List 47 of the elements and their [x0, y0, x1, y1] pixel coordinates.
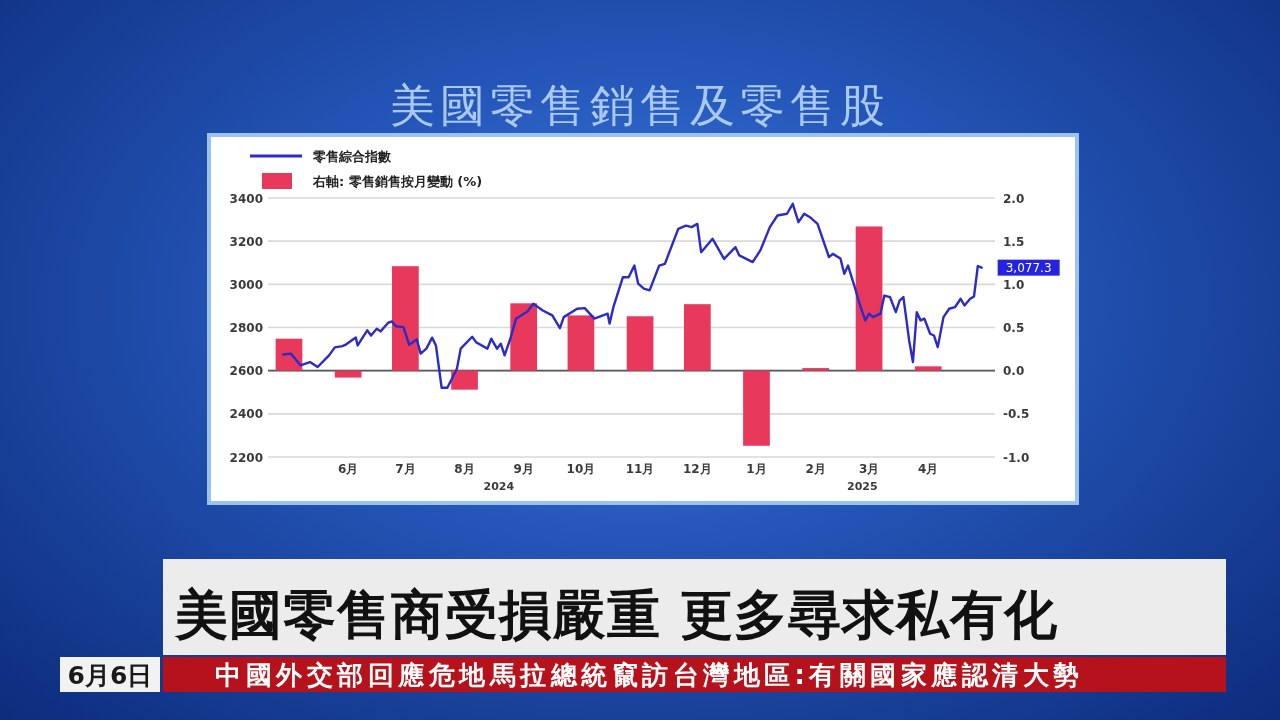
x-tick-label: 7月 — [395, 462, 416, 476]
bar — [334, 370, 362, 378]
y-tick-label: 2600 — [229, 364, 263, 379]
text: 2024 — [483, 480, 515, 493]
bar — [914, 366, 942, 371]
x-tick-label: 2月 — [805, 462, 826, 476]
y2-tick-label: 1.5 — [1003, 234, 1025, 249]
y-tick-label: 2400 — [229, 407, 263, 422]
bar — [392, 266, 419, 371]
line-series — [282, 202, 983, 389]
y2-tick-label: 1.0 — [1003, 277, 1025, 292]
bar — [683, 304, 711, 371]
x-tick-label: 8月 — [454, 462, 475, 476]
x-tick-label: 11月 — [625, 462, 655, 476]
bar — [855, 226, 883, 371]
y-tick-label: 2800 — [229, 321, 263, 335]
legend-label: 零售綜合指數 — [312, 149, 392, 164]
text: 中國外交部回應危地馬拉總統竄訪台灣地區:有關國家應認清大勢 — [215, 660, 1084, 690]
bar — [626, 316, 654, 371]
y-tick-label: 3400 — [229, 191, 263, 206]
x-tick-label: 12月 — [682, 462, 712, 476]
x-tick-label: 9月 — [513, 462, 534, 476]
text: 美國零售商受損嚴重 更多尋求私有化 — [174, 584, 1059, 645]
x-tick-label: 3月 — [858, 462, 880, 476]
bar — [510, 303, 538, 371]
y-tick-label: 3000 — [229, 277, 263, 292]
bar — [451, 370, 478, 390]
x-tick-label: 10月 — [566, 462, 596, 476]
chart-title: 美國零售銷售及零售股 — [390, 79, 890, 132]
y2-tick-label: 0.0 — [1003, 364, 1025, 379]
annotation: 3,077.3 — [1005, 261, 1052, 276]
x-tick-label: 1月 — [746, 462, 767, 476]
x-tick-label: 6月 — [337, 462, 359, 476]
y2-tick-label: 0.5 — [1003, 321, 1025, 335]
bar — [567, 315, 595, 371]
bar — [275, 338, 303, 371]
text: 6月6日 — [67, 661, 153, 690]
legend-label: 右軸: 零售銷售按月變動 (%) — [312, 174, 483, 189]
y-tick-label: 3200 — [229, 234, 263, 249]
bar — [743, 370, 770, 446]
bar — [802, 368, 829, 371]
y2-tick-label: -0.5 — [1003, 407, 1030, 422]
y2-tick-label: 2.0 — [1003, 191, 1025, 206]
y-tick-label: 2200 — [229, 450, 263, 465]
text: 2025 — [847, 480, 878, 493]
x-tick-label: 4月 — [918, 462, 939, 476]
y2-tick-label: -1.0 — [1003, 450, 1030, 465]
